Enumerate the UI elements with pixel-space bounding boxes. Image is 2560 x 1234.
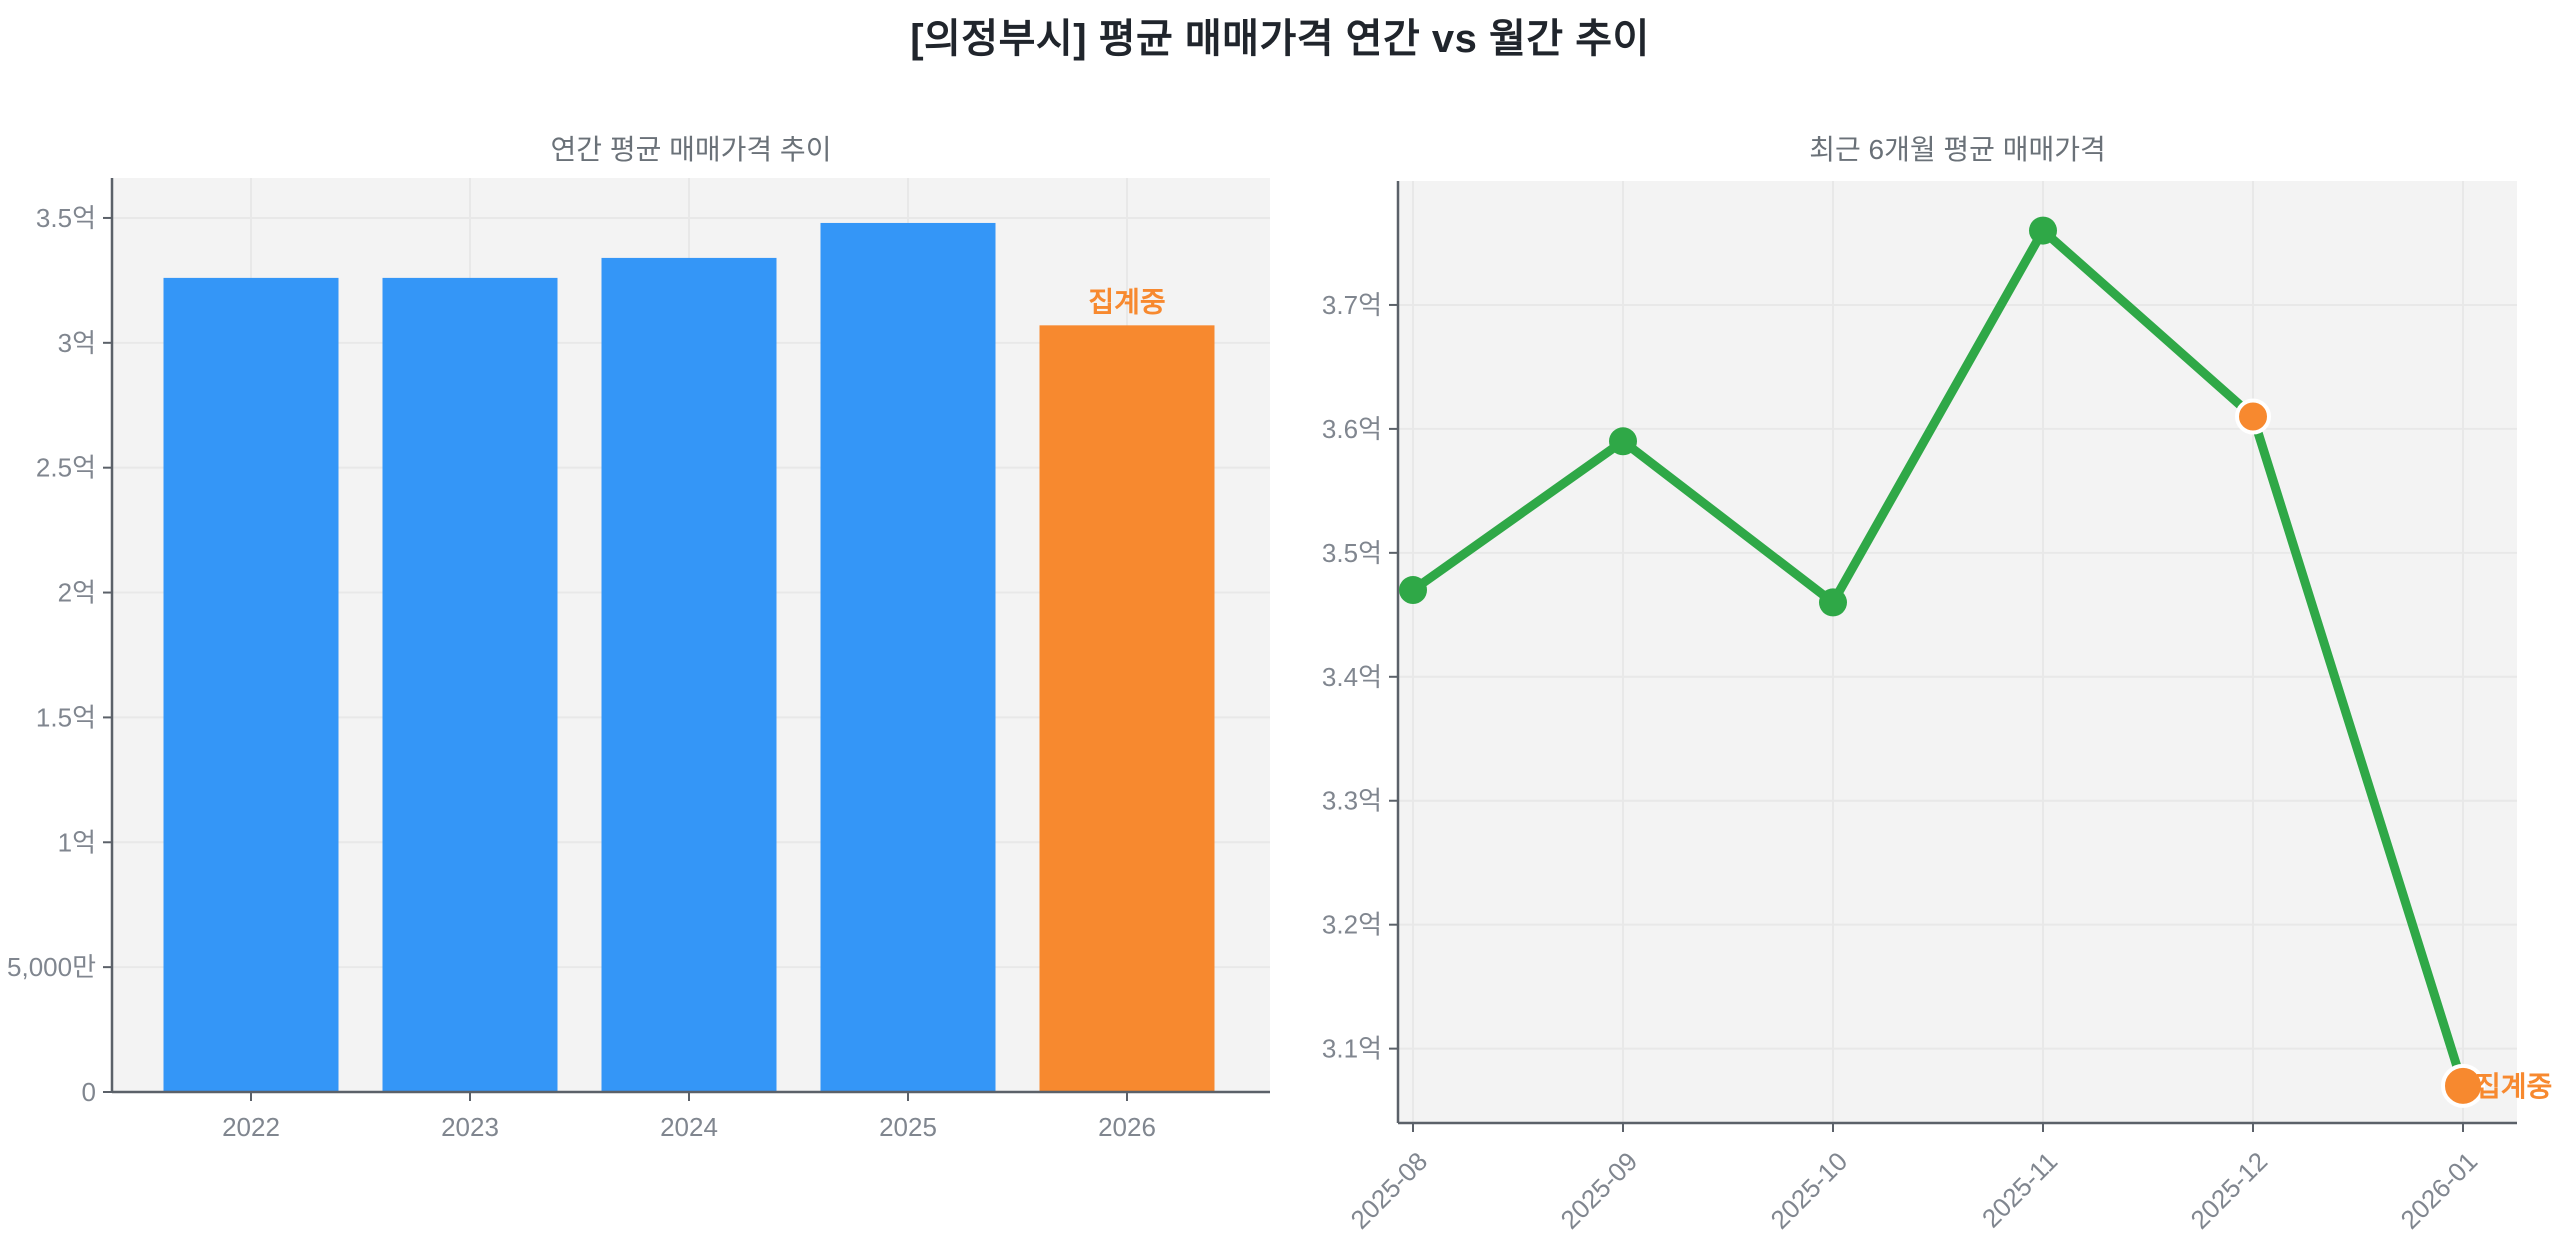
x-tick-label: 2025-09	[1555, 1146, 1644, 1234]
y-tick-label: 3.5억	[36, 203, 96, 233]
x-tick-label: 2023	[441, 1112, 499, 1142]
y-tick-label: 3.7억	[1322, 290, 1382, 320]
bar-2022	[163, 277, 339, 1092]
annual-chart-title: 연간 평균 매매가격 추이	[550, 134, 832, 165]
bar-2024	[601, 257, 777, 1092]
data-point-2025-12	[2235, 398, 2271, 435]
price-line-series	[1408, 226, 2468, 1091]
data-point-2025-08	[1399, 576, 1427, 605]
y-tick-label: 5,000만	[7, 952, 96, 982]
annual-bar-chart: 0 5,000만 1억 1.5억 2억 2.5억 3억 3.5억 2022 2023 2024 202…	[7, 178, 1270, 1142]
y-tick-label: 3.5억	[1322, 538, 1382, 568]
y-tick-label: 2억	[58, 578, 96, 608]
x-tick-label: 2025-10	[1765, 1146, 1854, 1234]
bar-2025	[820, 222, 996, 1093]
y-tick-label: 2.5억	[36, 453, 96, 483]
bar-2026	[1039, 325, 1215, 1092]
point-annotation: 집계중	[2475, 1071, 2552, 1102]
y-tick-label: 0	[82, 1077, 96, 1107]
plot-background	[1398, 181, 2517, 1123]
data-point-2025-11	[2029, 216, 2057, 245]
x-tick-label: 2026-01	[2395, 1146, 2484, 1234]
data-point-2026-01	[2441, 1063, 2485, 1108]
data-point-2025-09	[1609, 427, 1637, 456]
data-point-2025-10	[1819, 588, 1847, 617]
x-tick-label: 2022	[222, 1112, 280, 1142]
x-tick-label: 2025-08	[1345, 1146, 1434, 1234]
y-tick-label: 3.3억	[1322, 786, 1382, 816]
y-tick-label: 3.2억	[1322, 910, 1382, 940]
y-tick-label: 1.5억	[36, 702, 96, 732]
bar-2023	[382, 277, 558, 1092]
y-tick-label: 3.6억	[1322, 414, 1382, 444]
x-tick-label: 2026	[1098, 1112, 1156, 1142]
x-tick-label: 2025-12	[2185, 1146, 2274, 1234]
bar-annotation: 집계중	[1088, 286, 1165, 317]
y-tick-label: 3.1억	[1322, 1034, 1382, 1064]
monthly-line-chart: 3.1억 3.2억 3.3억 3.4억 3.5억 3.6억 3.7억 2025-08 2025-…	[1322, 181, 2552, 1234]
page-title: [의정부시] 평균 매매가격 연간 vs 월간 추이	[910, 17, 1650, 61]
x-tick-label: 2025	[879, 1112, 937, 1142]
y-tick-label: 1억	[58, 827, 96, 857]
y-tick-label: 3.4억	[1322, 662, 1382, 692]
x-tick-label: 2024	[660, 1112, 718, 1142]
y-tick-label: 3억	[58, 328, 96, 358]
monthly-chart-title: 최근 6개월 평균 매매가격	[1809, 134, 2106, 165]
x-tick-label: 2025-11	[1976, 1146, 2063, 1233]
